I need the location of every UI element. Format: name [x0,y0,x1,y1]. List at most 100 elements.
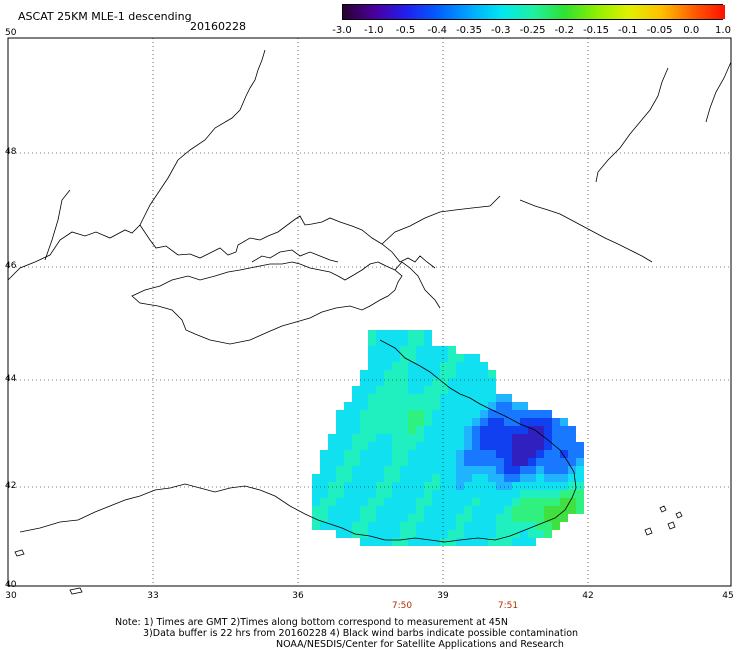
swath-cell [512,410,520,418]
swath-cell [328,514,336,522]
swath-cell [368,418,376,426]
swath-cell [384,354,392,362]
swath-cell [520,514,528,522]
color-scale-segment [565,5,598,19]
swath-cell [496,498,504,506]
swath-cell [464,386,472,394]
swath-cell [456,426,464,434]
swath-cell [448,386,456,394]
swath-cell [424,426,432,434]
swath-cell [368,538,376,546]
swath-cell [368,378,376,386]
swath-cell [400,402,408,410]
swath-cell [552,450,560,458]
swath-cell [520,442,528,450]
swath-cell [456,506,464,514]
swath-cell [400,458,408,466]
swath-cell [416,330,424,338]
swath-cell [512,514,520,522]
swath-cell [544,426,552,434]
swath-cell [472,426,480,434]
swath-cell [392,474,400,482]
swath-cell [392,538,400,546]
swath-cell [376,378,384,386]
swath-cell [552,506,560,514]
swath-cell [456,402,464,410]
graticule [8,38,731,586]
swath-cell [376,418,384,426]
swath-cell [440,474,448,482]
swath-cell [400,330,408,338]
swath-cell [384,370,392,378]
sivash-lagoon [251,249,339,263]
swath-cell [424,418,432,426]
island-3 [644,527,653,536]
swath-cell [488,522,496,530]
swath-cell [376,490,384,498]
swath-cell [320,466,328,474]
color-scale-bar [342,4,725,20]
swath-cell [408,506,416,514]
swath-cell [344,482,352,490]
swath-cell [528,426,536,434]
swath-cell [360,434,368,442]
swath-cell [496,458,504,466]
swath-cell [520,490,528,498]
swath-cell [368,362,376,370]
swath-cell [376,426,384,434]
swath-cell [536,434,544,442]
swath-cell [536,514,544,522]
swath-cell [408,538,416,546]
color-scale-label: -0.2 [554,25,575,36]
swath-cell [384,450,392,458]
swath-cell [504,458,512,466]
swath-cell [528,466,536,474]
swath-cell [408,450,416,458]
swath-cell [512,434,520,442]
swath-cell [392,402,400,410]
swath-cell [400,442,408,450]
swath-cell [472,418,480,426]
swath-cell [336,490,344,498]
swath-cell [376,370,384,378]
swath-cell [392,490,400,498]
swath-cell [368,466,376,474]
swath-cell [504,394,512,402]
swath-cell [416,522,424,530]
swath-cell [560,442,568,450]
swath-cell [392,362,400,370]
swath-cell [320,522,328,530]
swath-cell [376,410,384,418]
swath-cell [528,522,536,530]
color-scale-label: -3.0 [332,25,352,36]
swath-cell [376,514,384,522]
swath-cell [416,490,424,498]
swath-cell [312,474,320,482]
swath-cell [392,370,400,378]
swath-cell [416,474,424,482]
swath-cell [416,514,424,522]
swath-cell [368,530,376,538]
swath-cell [504,474,512,482]
swath-cell [448,474,456,482]
coastline-north [7,215,436,281]
swath-cell [448,402,456,410]
swath-cell [512,450,520,458]
swath-cell [392,530,400,538]
swath-cell [432,378,440,386]
swath-cell [312,506,320,514]
swath-cell [360,482,368,490]
color-scale-segment [343,5,376,19]
swath-cell [480,498,488,506]
swath-cell [464,482,472,490]
swath-cell [504,450,512,458]
swath-cell [424,362,432,370]
swath-cell [552,498,560,506]
swath-cell [384,530,392,538]
swath-cell [432,458,440,466]
swath-cell [360,466,368,474]
swath-cell [440,506,448,514]
swath-cell [400,514,408,522]
swath-cell [464,458,472,466]
swath-cell [448,434,456,442]
